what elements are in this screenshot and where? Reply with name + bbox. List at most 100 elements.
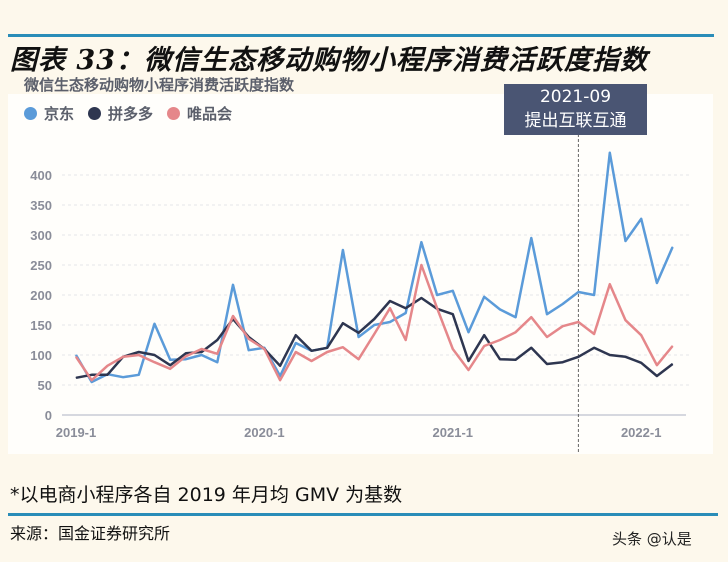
data-point (483, 345, 485, 347)
y-tick-label: 100 (30, 348, 52, 363)
data-point (91, 374, 93, 376)
data-point (279, 379, 281, 381)
data-point (185, 352, 187, 354)
legend-item-pdd: 拼多多 (88, 103, 153, 124)
data-point (295, 351, 297, 353)
x-tick-label: 2019-1 (56, 425, 96, 440)
data-point (169, 368, 171, 370)
y-tick-label: 0 (45, 408, 52, 423)
data-point (656, 282, 658, 284)
data-point (91, 379, 93, 381)
data-point (420, 297, 422, 299)
watermark: 头条 @认是 (612, 530, 692, 548)
annotation-text: 提出互联互通 (524, 111, 627, 131)
data-point (577, 291, 579, 293)
legend-item-vip: 唯品会 (167, 103, 232, 124)
data-point (248, 349, 250, 351)
y-tick-label: 150 (30, 318, 52, 333)
data-point (389, 307, 391, 309)
data-point (515, 316, 517, 318)
data-point (326, 351, 328, 353)
data-point (216, 353, 218, 355)
data-point (154, 354, 155, 356)
data-point (530, 347, 532, 349)
y-tick-label: 200 (30, 288, 52, 303)
data-point (420, 264, 422, 266)
data-point (154, 361, 155, 363)
data-point (405, 339, 407, 341)
data-point (169, 359, 171, 361)
data-point (75, 354, 77, 356)
data-point (405, 312, 407, 314)
data-point (468, 331, 469, 333)
data-point (279, 365, 281, 367)
data-point (216, 339, 218, 341)
data-point (452, 348, 454, 350)
data-point (373, 318, 375, 320)
top-rule (8, 34, 714, 37)
data-point (656, 364, 658, 366)
data-point (295, 334, 297, 336)
data-point (185, 355, 187, 357)
data-point (609, 283, 611, 285)
data-point (75, 377, 77, 379)
data-point (609, 354, 611, 356)
data-point (468, 360, 469, 362)
data-point (138, 351, 140, 353)
data-point (358, 332, 360, 334)
data-point (263, 348, 265, 350)
data-point (672, 363, 674, 365)
data-point (499, 339, 501, 341)
data-point (358, 336, 360, 338)
data-point (154, 323, 155, 325)
data-point (248, 338, 250, 340)
data-point (106, 365, 108, 367)
x-tick-label: 2022-1 (621, 425, 661, 440)
data-point (436, 294, 438, 296)
data-point (295, 342, 297, 344)
data-point (91, 381, 93, 383)
data-point (577, 321, 579, 323)
data-point (515, 331, 517, 333)
data-point (499, 358, 501, 360)
bottom-rule (8, 513, 718, 516)
data-point (342, 322, 344, 324)
data-point (138, 374, 140, 376)
source: 来源：国金证券研究所 (10, 524, 171, 543)
data-point (405, 307, 407, 309)
data-point (593, 333, 595, 335)
y-tick-label: 400 (30, 168, 52, 183)
data-point (389, 300, 391, 302)
annotation-box: 2021-09 提出互联互通 (504, 84, 647, 135)
legend-label: 拼多多 (108, 105, 154, 123)
data-point (232, 284, 234, 286)
data-point (201, 348, 203, 350)
data-point (106, 374, 108, 376)
y-tick-label: 300 (30, 228, 52, 243)
y-tick-label: 350 (30, 198, 52, 213)
data-point (342, 249, 344, 251)
data-point (640, 334, 642, 336)
data-point (625, 356, 626, 358)
data-point (515, 359, 517, 361)
legend-dot (167, 107, 181, 120)
data-point (546, 336, 548, 338)
data-point (201, 354, 203, 356)
data-point (452, 290, 454, 292)
x-tick-label: 2020-1 (244, 425, 284, 440)
data-point (342, 346, 344, 348)
data-point (373, 324, 375, 326)
footnote: *以电商小程序各自 2019 年月均 GMV 为基数 (10, 484, 403, 506)
data-point (122, 376, 124, 378)
data-point (577, 356, 579, 358)
series-line-0 (74, 151, 674, 384)
data-point (625, 319, 626, 321)
data-point (593, 347, 595, 349)
data-point (185, 358, 187, 360)
data-point (640, 362, 642, 364)
data-point (499, 308, 501, 310)
data-point (326, 347, 328, 349)
legend-item-jd: 京东 (24, 103, 74, 124)
legend-label: 唯品会 (187, 105, 233, 123)
